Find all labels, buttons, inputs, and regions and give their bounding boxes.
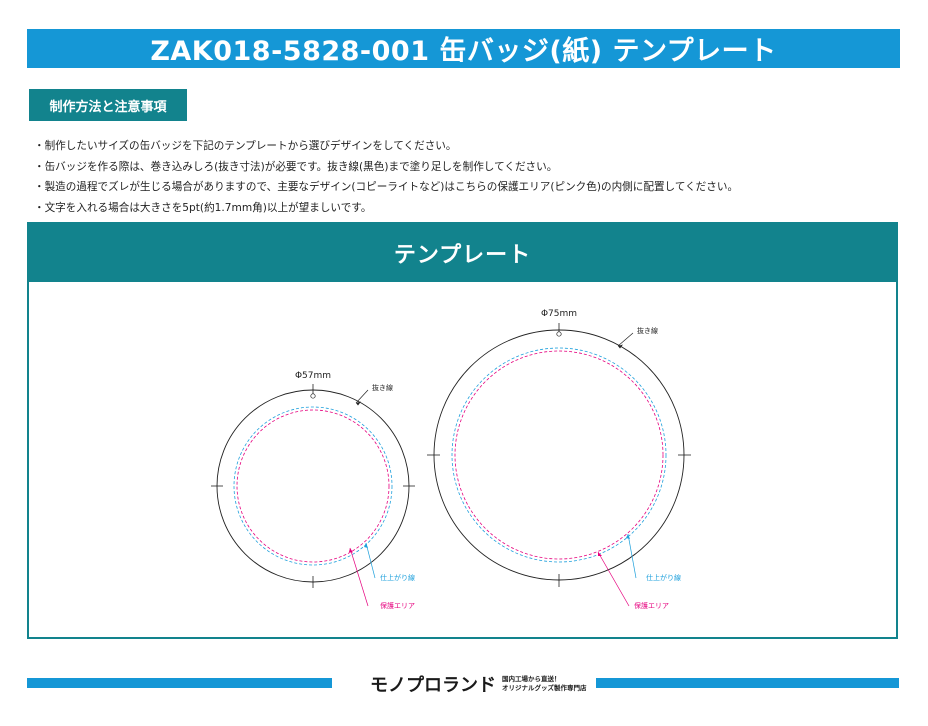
logo-text: モノプロランド xyxy=(370,675,496,696)
safe-area-label: 保護エリア xyxy=(380,601,415,610)
cut-line-label: 抜き線 xyxy=(372,383,393,392)
center-mark xyxy=(310,393,316,399)
safe-area-arrow xyxy=(349,548,353,553)
cut-line-circle xyxy=(216,389,410,583)
finish-line-arrow xyxy=(364,543,368,548)
cut-line-arrow xyxy=(356,401,361,406)
tagline-line-2: オリジナルグッズ製作専門店 xyxy=(502,684,587,692)
page-title: ZAK018-5828-001 缶バッジ(紙) テンプレート xyxy=(27,29,900,68)
finish-line-circle xyxy=(451,347,667,563)
footer-bar-left xyxy=(27,678,332,688)
logo-tagline: 国内工場から直送！ オリジナルグッズ製作専門店 xyxy=(502,675,587,693)
finish-line-leader xyxy=(627,533,637,579)
size-label: Φ75mm xyxy=(541,309,577,319)
finish-line-label: 仕上がり線 xyxy=(380,573,415,582)
finish-line-circle xyxy=(233,406,393,566)
cut-line-circle xyxy=(433,329,685,581)
safe-area-leader xyxy=(597,551,630,607)
notes-section-label: 制作方法と注意事項 xyxy=(29,89,187,121)
note-item: ・制作したいサイズの缶バッジを下記のテンプレートから選びデザインをしてください。 xyxy=(34,140,457,152)
finish-line-arrow xyxy=(626,534,630,539)
safe-area-arrow xyxy=(598,552,602,556)
cut-line-leader xyxy=(617,332,634,347)
cut-line-leader xyxy=(355,389,369,404)
finish-line-leader xyxy=(365,542,376,579)
note-item: ・製造の過程でズレが生じる場合がありますので、主要なデザイン(コピーライトなど)… xyxy=(34,181,739,193)
badge-75mm: Φ75mm 抜き線 仕上がり線 保護エリア xyxy=(427,309,691,610)
safe-area-circle xyxy=(236,409,390,563)
safe-area-circle xyxy=(454,350,664,560)
template-panel-title: テンプレート xyxy=(29,224,896,282)
safe-area-leader xyxy=(349,547,369,607)
registration-marks xyxy=(427,323,691,587)
finish-line-label: 仕上がり線 xyxy=(646,573,681,582)
registration-marks xyxy=(211,384,415,588)
badge-57mm: Φ57mm 抜き線 仕上がり線 保護エリア xyxy=(211,371,415,610)
note-item: ・缶バッジを作る際は、巻き込みしろ(抜き寸法)が必要です。抜き線(黒色)まで塗り… xyxy=(34,160,558,173)
brand-logo[interactable]: モノプロランド 国内工場から直送！ オリジナルグッズ製作専門店 xyxy=(370,670,587,698)
safe-area-label: 保護エリア xyxy=(634,601,669,610)
cut-line-arrow xyxy=(618,344,623,349)
note-item: ・文字を入れる場合は大きさを5pt(約1.7mm角)以上が望ましいです。 xyxy=(34,201,372,214)
center-mark xyxy=(556,331,562,337)
template-panel: テンプレート xyxy=(27,222,898,639)
footer-bar-right xyxy=(596,678,899,688)
cut-line-label: 抜き線 xyxy=(637,326,658,335)
size-label: Φ57mm xyxy=(295,371,331,381)
notes-list: ・制作したいサイズの缶バッジを下記のテンプレートから選びデザインをしてください。… xyxy=(34,136,738,218)
tagline-line-1: 国内工場から直送！ xyxy=(502,675,561,683)
